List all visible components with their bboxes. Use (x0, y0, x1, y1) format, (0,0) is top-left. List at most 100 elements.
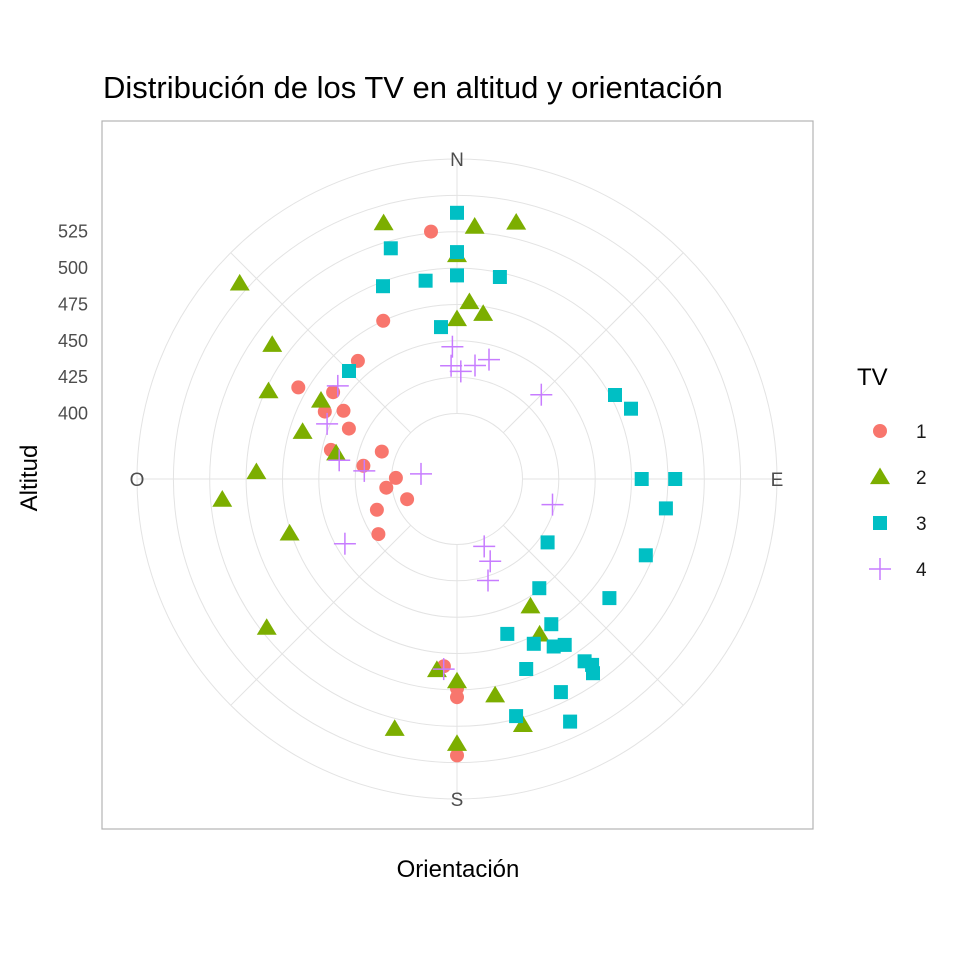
data-point-tv-2 (506, 213, 527, 230)
grid-spoke (230, 252, 412, 434)
data-point-tv-3 (638, 548, 653, 563)
data-point-tv-3 (383, 241, 398, 256)
data-point-tv-1 (356, 458, 371, 473)
data-point-tv-2 (229, 273, 250, 291)
data-point-tv-2 (447, 309, 467, 327)
data-point-tv-3 (450, 245, 464, 260)
data-point-tv-3 (526, 636, 541, 651)
legend-label: 2 (916, 468, 927, 489)
data-point-tv-3 (509, 709, 524, 724)
data-point-tv-2 (473, 304, 494, 321)
data-point-tv-2 (246, 462, 267, 480)
data-point-tv-3 (519, 662, 534, 676)
data-point-tv-4 (479, 550, 502, 573)
radial-tick-label: 425 (58, 367, 88, 387)
grid-spoke (502, 524, 684, 706)
direction-label: S (451, 790, 464, 811)
legend-item: 3 (873, 514, 927, 535)
direction-label: E (771, 470, 784, 491)
legend: 1 2 3 4 (869, 422, 927, 581)
legend-label: 4 (916, 560, 927, 581)
data-point-tv-4 (328, 449, 351, 472)
data-point-tv-1 (369, 502, 384, 517)
y-axis-title: Altitud (16, 444, 43, 512)
legend-item: 4 (869, 558, 927, 581)
data-point-tv-1 (376, 313, 391, 328)
data-point-tv-3 (450, 268, 464, 283)
data-point-tv-1 (291, 380, 306, 395)
legend-key-1 (873, 424, 887, 438)
data-point-tv-2 (447, 671, 467, 689)
data-point-tv-4 (333, 532, 356, 555)
data-point-tv-4 (464, 354, 486, 377)
data-point-tv-4 (530, 383, 553, 406)
data-point-tv-1 (400, 492, 415, 507)
data-point-tv-1 (374, 444, 389, 459)
data-point-tv-3 (557, 637, 572, 652)
data-point-tv-2 (384, 719, 405, 736)
data-point-tv-3 (553, 685, 568, 700)
data-point-tv-2 (459, 292, 480, 310)
data-point-tv-1 (336, 403, 351, 418)
data-point-tv-4 (440, 354, 463, 377)
data-point-tv-2 (212, 490, 233, 507)
radial-tick-label: 475 (58, 295, 88, 315)
data-point-tv-2 (520, 596, 541, 614)
data-point-tv-2 (311, 391, 331, 408)
data-point-tv-4 (449, 360, 472, 383)
data-point-tv-1 (450, 690, 464, 705)
data-point-tv-3 (563, 714, 578, 729)
data-point-tv-2 (373, 213, 394, 231)
legend-item: 1 (873, 422, 927, 443)
data-point-tv-3 (624, 401, 638, 416)
data-point-tv-1 (371, 527, 386, 542)
data-point-tv-4 (477, 569, 499, 592)
data-point-tv-1 (317, 404, 332, 419)
data-point-tv-2 (256, 618, 277, 635)
legend-key-3 (873, 516, 887, 530)
data-point-tv-2 (464, 217, 485, 234)
data-point-tv-3 (544, 617, 559, 632)
data-point-tv-3 (586, 666, 600, 681)
data-point-tv-1 (379, 480, 394, 495)
legend-key-4 (869, 558, 891, 580)
data-point-tv-1 (341, 421, 356, 436)
legend-key-2 (870, 467, 890, 485)
radial-tick-labels: 400 425 450 475 500 525 (58, 222, 88, 424)
data-point-tv-4 (316, 412, 339, 435)
data-point-tv-4 (541, 493, 564, 516)
data-point-tv-1 (450, 748, 464, 763)
data-point-tv-1 (326, 385, 341, 400)
data-point-tv-2 (292, 422, 313, 439)
data-point-tv-4 (410, 462, 432, 485)
data-point-tv-3 (602, 591, 617, 606)
data-point-tv-3 (668, 472, 683, 486)
data-point-tv-4 (441, 335, 464, 358)
data-point-tv-4 (432, 658, 455, 681)
radial-tick-label: 400 (58, 404, 88, 424)
data-point-tv-3 (492, 270, 507, 284)
data-point-tv-3 (500, 626, 515, 641)
data-point-tv-3 (546, 639, 561, 654)
radial-tick-label: 525 (58, 222, 88, 242)
data-point-tv-2 (485, 685, 506, 703)
data-point-tv-3 (658, 501, 673, 516)
chart-title: Distribución de los TV en altitud y orie… (103, 70, 723, 105)
data-point-tv-2 (279, 523, 300, 541)
direction-label: O (130, 470, 145, 491)
data-point-tv-3 (342, 364, 356, 378)
direction-label: N (450, 150, 464, 171)
data-point-tv-3 (540, 535, 555, 550)
data-points (212, 205, 683, 763)
data-point-tv-2 (447, 734, 467, 751)
legend-item: 2 (870, 467, 927, 489)
data-point-tv-3 (450, 205, 464, 220)
data-point-tv-3 (434, 320, 448, 335)
data-point-tv-3 (608, 388, 622, 402)
data-point-tv-4 (353, 459, 376, 482)
legend-label: 3 (916, 514, 927, 535)
grid-spoke (230, 524, 412, 706)
data-point-tv-3 (376, 279, 390, 294)
